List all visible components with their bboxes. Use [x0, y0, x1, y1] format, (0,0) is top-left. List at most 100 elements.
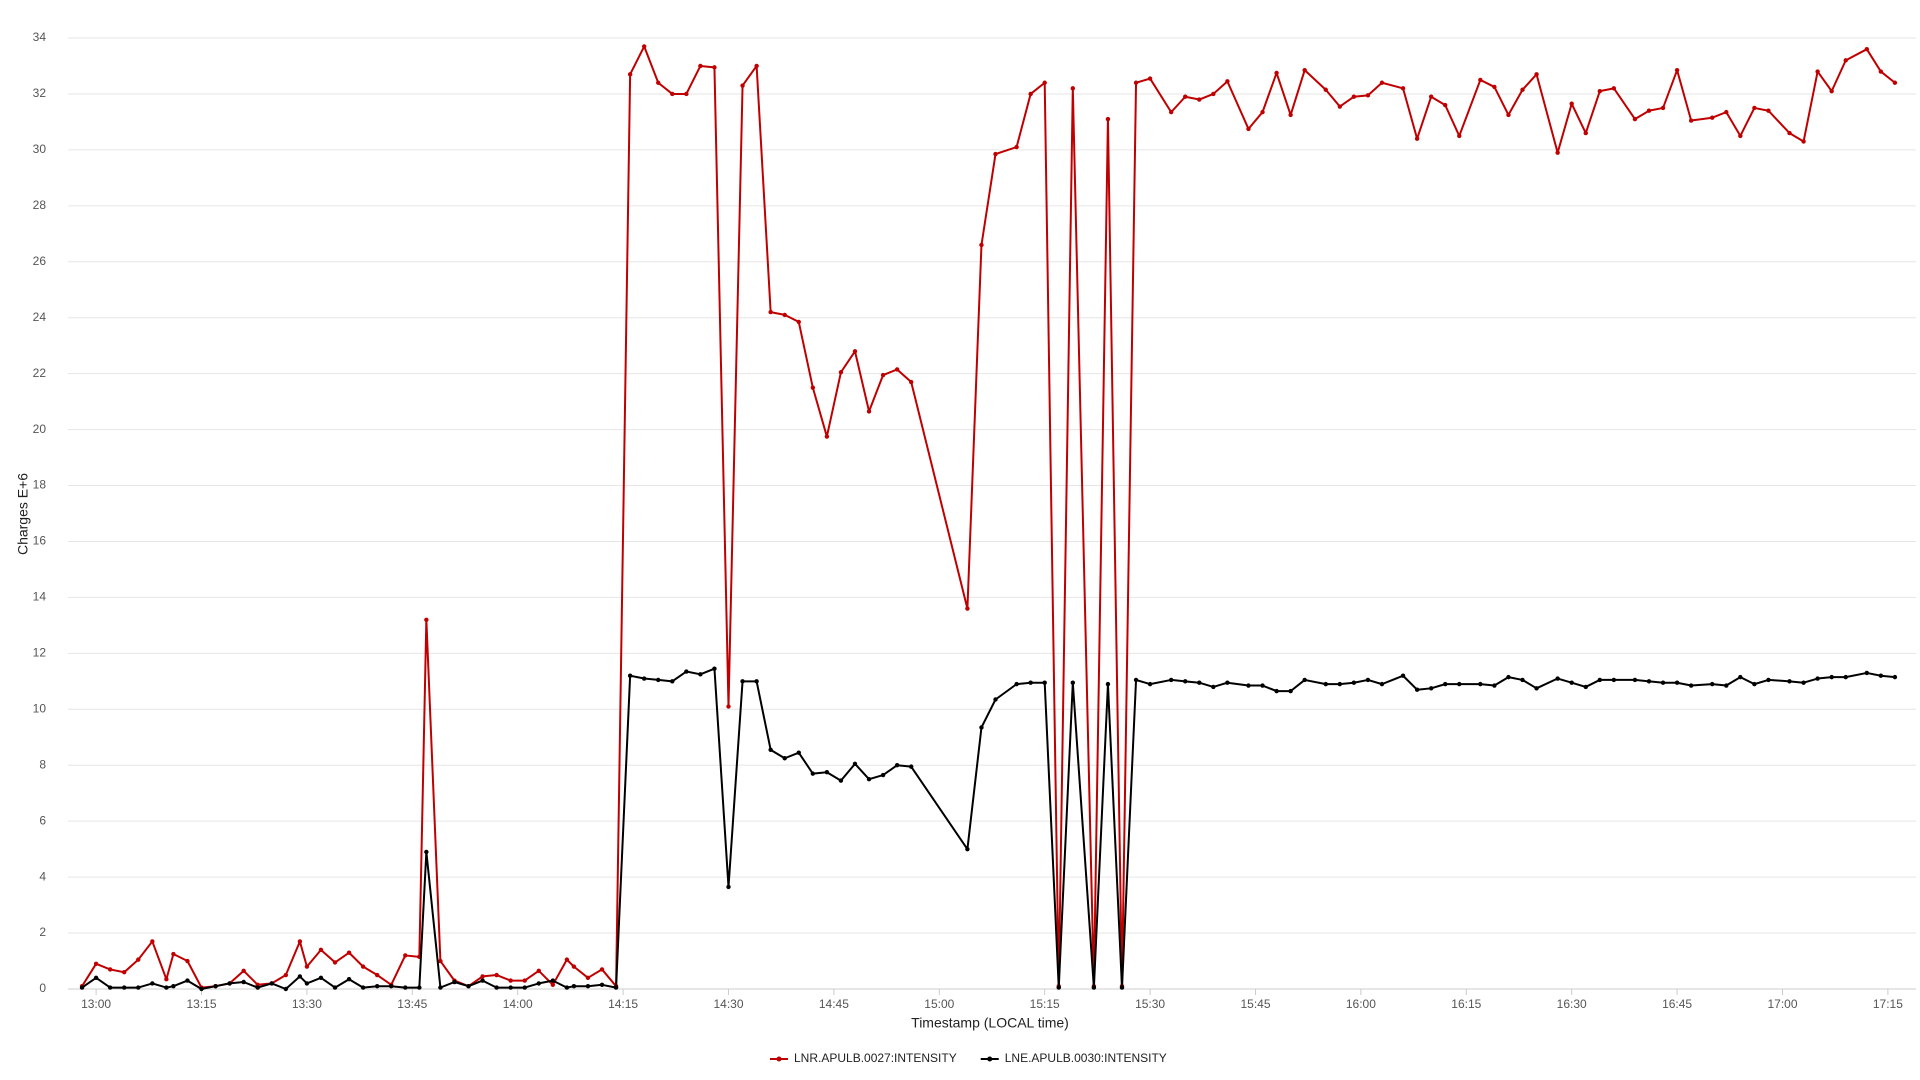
- data-point: [1843, 58, 1848, 63]
- data-point: [1133, 80, 1139, 85]
- data-point: [1583, 684, 1588, 690]
- data-point: [374, 984, 380, 989]
- y-tick-label: 4: [39, 869, 46, 883]
- data-point: [564, 957, 570, 962]
- x-tick-label: 14:45: [819, 997, 849, 1011]
- data-point: [93, 975, 99, 981]
- data-point: [1288, 112, 1293, 118]
- data-point: [1351, 680, 1357, 685]
- data-point: [318, 947, 324, 953]
- data-point: [1632, 116, 1638, 122]
- data-point: [374, 972, 380, 978]
- data-point: [824, 434, 830, 439]
- data-point: [107, 967, 113, 972]
- data-point: [1042, 680, 1047, 685]
- data-point: [993, 697, 998, 702]
- data-point: [452, 979, 457, 985]
- data-point: [171, 984, 176, 989]
- data-point: [965, 846, 970, 852]
- data-point: [332, 985, 338, 990]
- data-point: [1688, 118, 1694, 123]
- data-point: [627, 72, 633, 77]
- data-point: [283, 986, 289, 992]
- y-tick-label: 14: [33, 590, 47, 604]
- data-point: [536, 968, 541, 974]
- data-point: [1042, 80, 1047, 85]
- y-tick-label: 24: [33, 310, 47, 324]
- data-point: [1829, 88, 1834, 94]
- data-point: [1520, 87, 1525, 92]
- y-tick-label: 10: [33, 701, 47, 715]
- y-tick-label: 2: [39, 925, 46, 939]
- data-point: [852, 349, 858, 354]
- data-point: [1225, 680, 1230, 685]
- x-tick-label: 17:15: [1873, 997, 1903, 1011]
- x-tick-label: 13:30: [292, 997, 322, 1011]
- data-point: [466, 984, 471, 989]
- data-point: [1379, 681, 1385, 687]
- data-point: [1400, 673, 1406, 678]
- data-point: [1105, 116, 1111, 122]
- x-tick-label: 13:15: [186, 997, 216, 1011]
- data-point: [1337, 104, 1343, 109]
- data-point: [627, 673, 633, 678]
- data-point: [1766, 108, 1771, 113]
- data-point: [360, 964, 366, 969]
- data-point: [1119, 985, 1125, 990]
- data-point: [740, 679, 745, 684]
- y-tick-label: 32: [33, 86, 47, 100]
- data-point: [1365, 93, 1371, 98]
- x-tick-label: 15:45: [1240, 997, 1270, 1011]
- data-point: [1492, 84, 1497, 90]
- data-point: [908, 379, 914, 385]
- data-point: [670, 91, 675, 97]
- data-point: [754, 63, 759, 69]
- data-point: [424, 617, 429, 622]
- data-point: [1028, 91, 1033, 97]
- x-tick-label: 15:15: [1030, 997, 1060, 1011]
- y-tick-label: 12: [33, 646, 47, 660]
- data-point: [79, 985, 85, 990]
- data-point: [1302, 677, 1307, 683]
- data-point: [136, 985, 141, 990]
- data-point: [1815, 676, 1820, 681]
- data-point: [360, 985, 366, 990]
- data-point: [1197, 97, 1202, 102]
- data-point: [255, 985, 260, 990]
- data-point: [1555, 676, 1560, 681]
- data-point: [283, 972, 289, 978]
- data-point: [1674, 67, 1680, 73]
- data-point: [1337, 681, 1343, 687]
- data-point: [1829, 674, 1834, 680]
- data-point: [1569, 680, 1574, 685]
- data-point: [712, 666, 717, 671]
- y-tick-label: 30: [33, 142, 47, 156]
- data-point: [1443, 102, 1448, 108]
- data-point: [641, 676, 647, 681]
- data-point: [1710, 681, 1715, 687]
- data-point: [1787, 679, 1792, 684]
- data-point: [1070, 680, 1076, 685]
- data-point: [726, 704, 731, 709]
- data-point: [656, 677, 661, 683]
- data-point: [522, 985, 527, 990]
- data-point: [698, 672, 703, 677]
- data-point: [297, 939, 303, 944]
- data-point: [782, 312, 787, 318]
- data-point: [122, 985, 127, 990]
- data-point: [241, 968, 246, 974]
- y-tick-label: 34: [33, 30, 47, 44]
- data-point: [1892, 674, 1898, 680]
- data-point: [1133, 677, 1139, 683]
- data-point: [1428, 686, 1434, 691]
- data-point: [1028, 680, 1033, 685]
- data-point: [1414, 687, 1420, 692]
- data-point: [438, 985, 443, 990]
- y-tick-label: 18: [33, 478, 47, 492]
- data-point: [880, 772, 886, 778]
- data-point: [1688, 683, 1694, 688]
- data-point: [1646, 108, 1652, 113]
- data-point: [550, 978, 556, 983]
- data-point: [1878, 673, 1884, 678]
- data-point: [389, 984, 394, 989]
